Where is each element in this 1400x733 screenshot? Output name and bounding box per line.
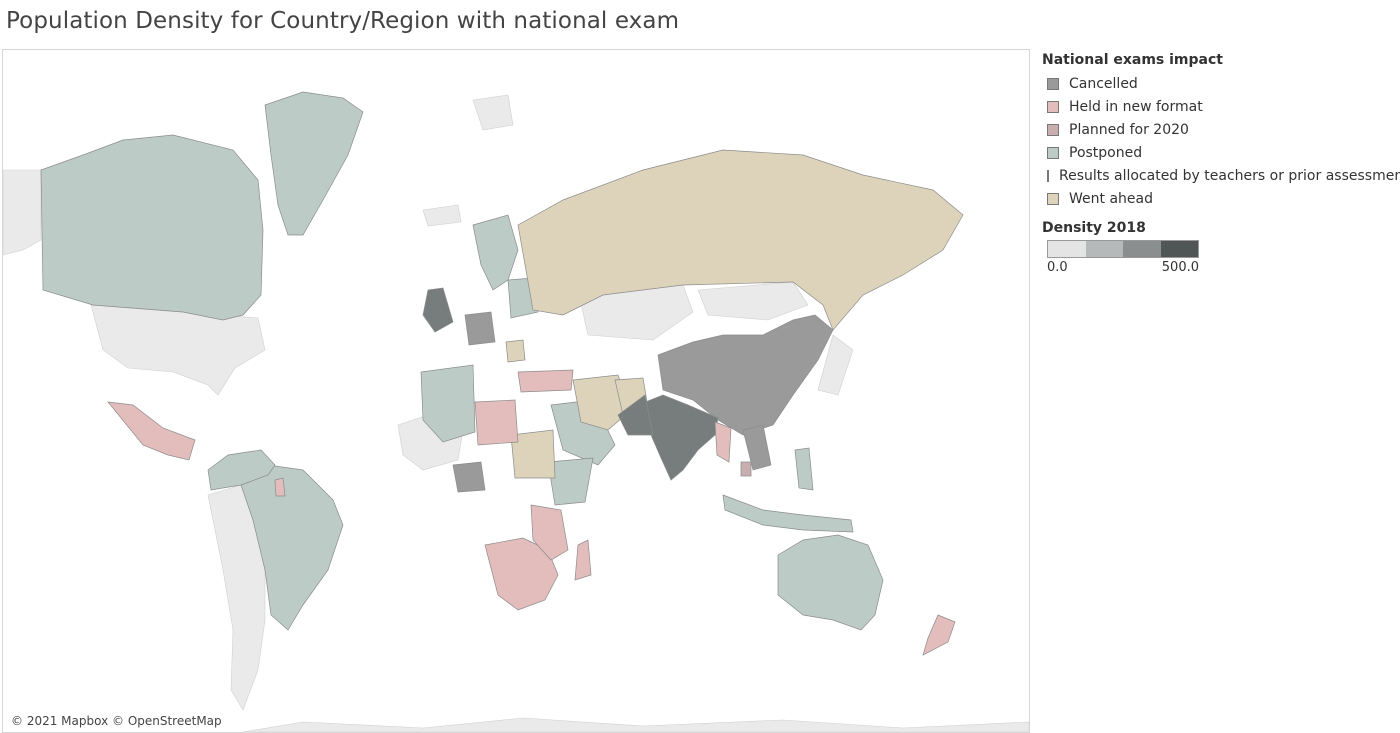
country-indonesia[interactable] <box>722 494 854 533</box>
legend-item-results-allocated[interactable]: Results allocated by teachers or prior a… <box>1042 164 1400 187</box>
legend-item-planned-for-2020[interactable]: Planned for 2020 <box>1042 118 1398 141</box>
country-united-kingdom[interactable] <box>422 287 454 333</box>
country-new-zealand[interactable] <box>922 614 956 656</box>
country-nigeria[interactable] <box>452 461 486 493</box>
country-colombia-venezuela[interactable] <box>207 449 276 491</box>
country-mexico[interactable] <box>107 401 196 461</box>
legend-swatch <box>1047 100 1059 113</box>
country-kazakhstan-region[interactable] <box>572 374 632 431</box>
country-layer <box>40 91 964 656</box>
legend-label: Results allocated by teachers or prior a… <box>1059 167 1400 184</box>
country-algeria[interactable] <box>420 364 476 443</box>
density-step <box>1085 241 1123 257</box>
country-planned-2020[interactable] <box>740 461 752 477</box>
country-myanmar[interactable] <box>714 421 732 463</box>
country-canada[interactable] <box>40 134 264 321</box>
legend-item-went-ahead[interactable]: Went ahead <box>1042 187 1398 210</box>
legend-label: Went ahead <box>1069 190 1153 207</box>
legend-swatch <box>1047 169 1049 182</box>
legend-swatch <box>1047 192 1059 205</box>
antarctica-edge <box>242 717 1029 732</box>
country-china[interactable] <box>657 314 834 436</box>
united-states[interactable] <box>90 304 266 396</box>
legend-label: Planned for 2020 <box>1069 121 1189 138</box>
country-philippines[interactable] <box>794 447 814 491</box>
density-step <box>1160 241 1198 257</box>
country-russia[interactable] <box>517 149 964 331</box>
country-germany[interactable] <box>464 311 496 346</box>
legend-swatch <box>1047 146 1059 159</box>
legend-label: Postponed <box>1069 144 1143 161</box>
density-legend-title: Density 2018 <box>1042 220 1146 236</box>
world-map[interactable] <box>3 50 1029 732</box>
country-madagascar[interactable] <box>574 539 592 581</box>
japan[interactable] <box>817 334 854 396</box>
legend-panel: National exams impact Cancelled Held in … <box>1042 52 1400 276</box>
density-color-ramp[interactable] <box>1047 240 1199 258</box>
legend-label: Held in new format <box>1069 98 1203 115</box>
legend-swatch <box>1047 77 1059 90</box>
density-max-label: 500.0 <box>1161 260 1199 275</box>
country-east-africa[interactable] <box>547 457 594 506</box>
country-sudan[interactable] <box>510 429 556 479</box>
country-india[interactable] <box>637 394 719 481</box>
density-step <box>1048 241 1086 257</box>
iceland[interactable] <box>422 204 462 227</box>
country-australia[interactable] <box>777 534 884 631</box>
svalbard[interactable] <box>472 94 514 131</box>
country-southern-africa[interactable] <box>484 537 559 611</box>
legend-title: National exams impact <box>1042 52 1223 68</box>
legend-item-cancelled[interactable]: Cancelled <box>1042 72 1398 95</box>
page-title: Population Density for Country/Region wi… <box>6 8 680 34</box>
country-scandinavia[interactable] <box>472 214 519 291</box>
country-southeast-asia[interactable] <box>742 424 772 471</box>
country-pakistan[interactable] <box>617 394 654 436</box>
mongolia[interactable] <box>697 281 809 321</box>
map-attribution: © 2021 Mapbox © OpenStreetMap <box>11 714 222 728</box>
country-turkey[interactable] <box>517 369 574 393</box>
country-guyana[interactable] <box>274 477 286 497</box>
density-legend: Density 2018 0.0 500.0 <box>1042 220 1398 276</box>
no-data-land-layer <box>3 94 1029 732</box>
legend-item-postponed[interactable]: Postponed <box>1042 141 1398 164</box>
map-view[interactable]: © 2021 Mapbox © OpenStreetMap <box>2 49 1030 733</box>
density-min-label: 0.0 <box>1047 260 1068 275</box>
country-greenland[interactable] <box>264 91 364 236</box>
density-scale: 0.0 500.0 <box>1042 258 1199 276</box>
country-libya[interactable] <box>474 399 519 446</box>
country-mozambique-tanzania[interactable] <box>530 504 569 561</box>
legend-label: Cancelled <box>1069 75 1138 92</box>
legend-swatch <box>1047 123 1059 136</box>
country-central-europe-beige[interactable] <box>505 339 526 363</box>
alaska[interactable] <box>3 169 42 256</box>
country-brazil[interactable] <box>240 464 344 631</box>
density-step <box>1123 241 1161 257</box>
legend-item-held-in-new-format[interactable]: Held in new format <box>1042 95 1398 118</box>
